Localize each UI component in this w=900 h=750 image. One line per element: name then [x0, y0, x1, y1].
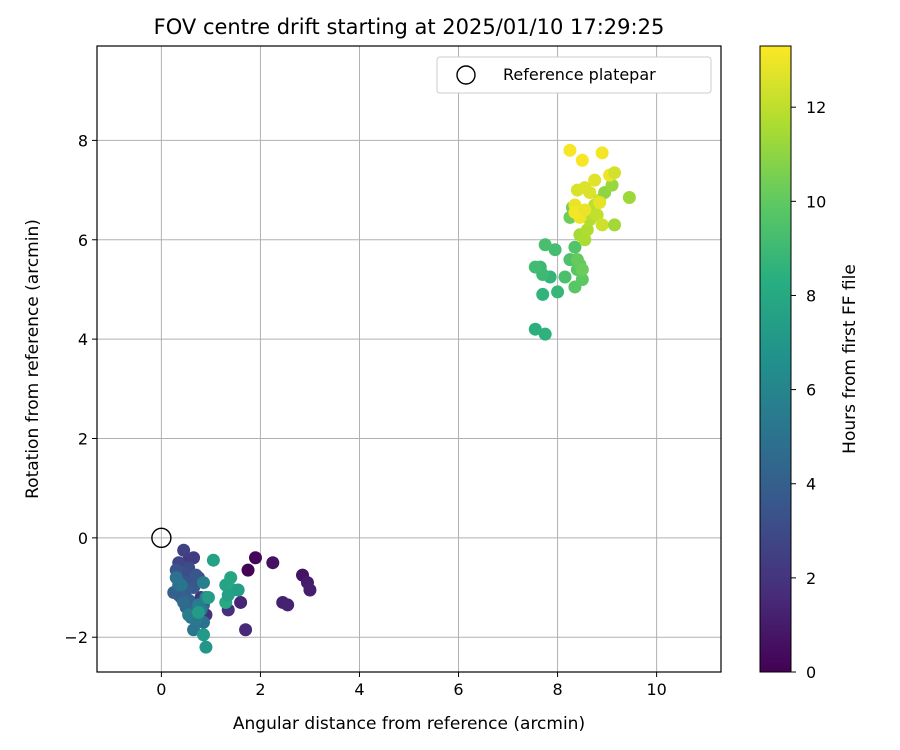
data-point — [605, 178, 619, 192]
data-point — [239, 623, 253, 637]
data-point — [570, 253, 584, 267]
data-point — [281, 598, 295, 612]
x-tick-label: 4 — [354, 680, 364, 699]
data-point — [201, 590, 215, 604]
data-point — [241, 563, 255, 577]
reference-platepar-marker — [151, 527, 172, 549]
colorbar-tick-label: 6 — [806, 381, 816, 400]
data-point — [182, 608, 196, 622]
legend: Reference platepar — [436, 56, 712, 94]
data-point — [231, 583, 245, 597]
data-point — [558, 270, 572, 284]
y-tick-label: 8 — [78, 131, 88, 150]
data-point — [266, 556, 280, 570]
data-point — [187, 551, 201, 565]
data-point — [174, 578, 188, 592]
chart-title: FOV centre drift starting at 2025/01/10 … — [154, 15, 665, 39]
data-point — [593, 196, 607, 209]
data-point — [595, 146, 609, 160]
data-point — [588, 173, 602, 187]
data-point — [221, 588, 235, 602]
y-tick-label: 6 — [78, 231, 88, 250]
data-point — [536, 287, 550, 301]
data-point — [575, 273, 589, 287]
x-tick-label: 10 — [646, 680, 666, 699]
x-axis-label: Angular distance from reference (arcmin) — [233, 714, 585, 734]
y-tick-label: −2 — [64, 628, 88, 647]
data-point — [608, 218, 622, 232]
y-tick-label: 0 — [78, 529, 88, 548]
data-point — [248, 551, 262, 565]
legend-open-circle-marker — [456, 65, 476, 85]
colorbar-tick-label: 8 — [806, 286, 816, 305]
data-point — [608, 166, 622, 180]
plot-frame — [96, 45, 722, 673]
data-point — [575, 263, 589, 277]
data-point — [528, 260, 542, 274]
data-point — [568, 240, 582, 254]
colorbar-gradient — [759, 45, 792, 673]
colorbar-tick-label: 2 — [806, 569, 816, 588]
data-point — [595, 218, 609, 232]
y-tick-label: 4 — [78, 330, 88, 349]
x-tick-label: 8 — [552, 680, 562, 699]
data-point — [568, 205, 582, 219]
x-axis-ticks: 0 2 4 6 8 10 — [156, 672, 667, 699]
data-point — [224, 571, 238, 585]
data-point — [580, 223, 594, 237]
data-point — [622, 191, 636, 205]
grid — [97, 46, 721, 672]
y-axis-label: Rotation from reference (arcmin) — [23, 219, 43, 499]
data-point — [583, 186, 597, 200]
colorbar-label: Hours from first FF file — [840, 264, 860, 454]
data-point — [177, 595, 191, 609]
data-point — [551, 285, 565, 299]
colorbar-ticks: 0 2 4 6 8 10 12 — [791, 98, 826, 682]
data-point — [590, 208, 604, 222]
reference-marker — [151, 527, 172, 549]
y-tick-label: 2 — [78, 429, 88, 448]
colorbar-tick-label: 4 — [806, 475, 816, 494]
data-point — [538, 327, 552, 341]
colorbar-tick-label: 0 — [806, 663, 816, 682]
data-point — [303, 583, 317, 597]
data-point — [563, 143, 577, 157]
data-point — [177, 543, 191, 557]
data-point — [187, 623, 201, 637]
data-point — [206, 553, 220, 567]
x-tick-label: 6 — [453, 680, 463, 699]
data-point — [538, 238, 552, 252]
colorbar: 0 2 4 6 8 10 12 Hours from first FF file — [759, 45, 860, 682]
data-point — [196, 576, 210, 590]
colorbar-tick-label: 10 — [806, 192, 826, 211]
x-tick-label: 0 — [156, 680, 166, 699]
data-point — [196, 628, 210, 642]
legend-box — [436, 56, 712, 94]
legend-label: Reference platepar — [503, 65, 656, 84]
data-point — [234, 595, 248, 609]
data-point — [548, 243, 562, 257]
data-point — [575, 153, 589, 167]
data-point — [199, 640, 213, 654]
x-tick-label: 2 — [255, 680, 265, 699]
data-point — [578, 233, 592, 247]
y-axis-ticks: −2 0 2 4 6 8 — [64, 131, 97, 647]
data-point — [578, 203, 592, 217]
colorbar-tick-label: 12 — [806, 98, 826, 117]
data-points — [167, 143, 636, 654]
data-point — [528, 322, 542, 336]
data-point — [192, 605, 206, 619]
